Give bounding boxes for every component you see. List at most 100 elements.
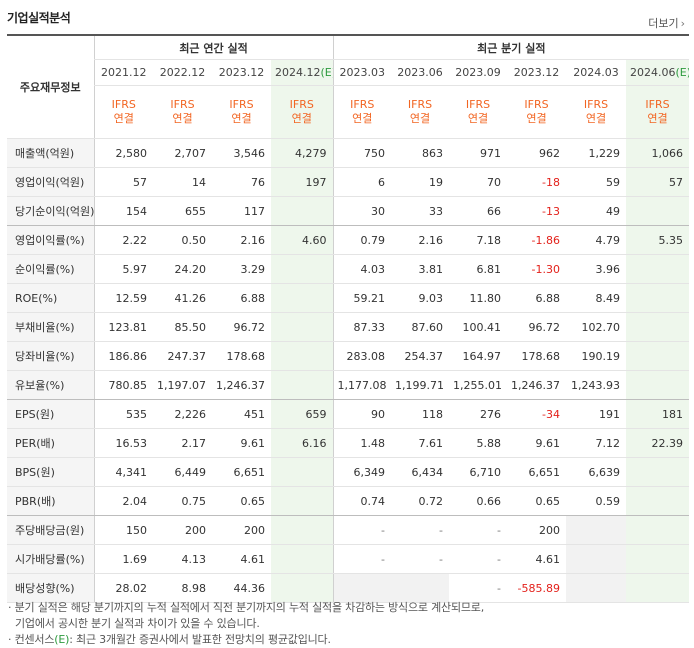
consolidated-label: 연결 xyxy=(409,112,431,125)
consolidated-label: 연결 xyxy=(467,112,489,125)
table-cell: 5.35 xyxy=(626,225,690,255)
table-row: EPS(원) 535 2,226 451 659 90 118 276 -34 191 181 xyxy=(7,399,690,429)
period-header: 2023.03 xyxy=(332,59,392,86)
row-label: 시가배당률(%) xyxy=(7,544,94,574)
table-cell: 6,349 xyxy=(332,457,392,487)
table-row: ROE(%) 12.59 41.26 6.88 59.21 9.03 11.80 6.88 8.… xyxy=(7,283,690,313)
table-cell: 11.80 xyxy=(449,283,508,313)
table-cell: 49 xyxy=(566,196,627,226)
table-cell xyxy=(271,544,334,574)
period-header: 2024.06(E) xyxy=(626,59,690,86)
row-label: 부채비율(%) xyxy=(7,312,94,342)
table-cell: - xyxy=(449,515,508,545)
table-cell: 1,243.93 xyxy=(566,370,627,400)
table-cell xyxy=(271,196,334,226)
row-label: 배당성향(%) xyxy=(7,573,94,603)
period-label: 2024.12 xyxy=(275,66,321,79)
more-label: 더보기 xyxy=(648,17,679,30)
consolidated-label: 연결 xyxy=(291,112,312,125)
row-label: 매출액(억원) xyxy=(7,138,94,168)
table-cell: 41.26 xyxy=(153,283,212,313)
table-cell: 6.81 xyxy=(449,254,508,284)
period-header: 2023.06 xyxy=(391,59,450,86)
period-header: 2022.12 xyxy=(153,59,212,86)
table-cell: 2,226 xyxy=(153,399,212,429)
table-row: 배당성향(%) 28.02 8.98 44.36 - -585.89 xyxy=(7,573,690,603)
table-cell xyxy=(566,573,627,603)
footnote-quarterly: · 분기 실적은 해당 분기까지의 누적 실적에서 직전 분기까지의 누적 실적… xyxy=(8,601,485,614)
table-cell: 1.48 xyxy=(332,428,392,458)
table-cell: 6,651 xyxy=(212,457,271,487)
period-label: 2023.03 xyxy=(339,66,386,79)
period-label: 2023.09 xyxy=(455,66,501,79)
table-cell xyxy=(626,254,690,284)
financial-summary-table: 주요재무정보 최근 연간 실적 최근 분기 실적 2021.12 2022.12 2… xyxy=(7,34,690,603)
table-cell: 1,197.07 xyxy=(153,370,212,400)
table-cell: 76 xyxy=(212,167,271,197)
table-cell: - xyxy=(391,515,450,545)
table-cell: -13 xyxy=(507,196,567,226)
ifrs-badge: IFRS 연결 xyxy=(153,85,212,139)
table-cell: 4.61 xyxy=(507,544,567,574)
period-header: 2024.03 xyxy=(566,59,627,86)
row-label: PER(배) xyxy=(7,428,94,458)
table-cell xyxy=(271,254,334,284)
table-cell xyxy=(626,370,690,400)
ifrs-label: IFRS xyxy=(407,98,433,111)
more-link[interactable]: 더보기 › xyxy=(648,15,685,31)
table-cell: 70 xyxy=(449,167,508,197)
table-cell: 6.88 xyxy=(507,283,567,313)
period-label: 2023.06 xyxy=(397,66,443,79)
table-cell xyxy=(626,341,690,371)
table-cell: 87.33 xyxy=(332,312,392,342)
table-cell: 66 xyxy=(449,196,508,226)
table-cell: 59.21 xyxy=(332,283,392,313)
table-cell xyxy=(566,544,627,574)
table-cell: 1,199.71 xyxy=(391,370,450,400)
ifrs-label: IFRS xyxy=(170,98,195,111)
table-cell: 254.37 xyxy=(391,341,450,371)
row-label: 주당배당금(원) xyxy=(7,515,94,545)
table-cell: - xyxy=(391,544,450,574)
footnote-estimate-mark: (E) xyxy=(54,633,70,646)
table-cell: - xyxy=(449,573,508,603)
table-cell: 659 xyxy=(271,399,334,429)
table-cell: 4.03 xyxy=(332,254,392,284)
table-cell: 4,279 xyxy=(271,138,334,168)
row-label: 순이익률(%) xyxy=(7,254,94,284)
table-cell xyxy=(626,457,690,487)
row-label: BPS(원) xyxy=(7,457,94,487)
table-cell: 2.16 xyxy=(212,225,271,255)
table-cell: 44.36 xyxy=(212,573,271,603)
period-header: 2023.12 xyxy=(507,59,567,86)
table-cell: 2.04 xyxy=(93,486,153,516)
table-cell xyxy=(626,196,690,226)
footnote-quarterly-cont: 기업에서 공시한 분기 실적과 차이가 있을 수 있습니다. xyxy=(15,617,260,630)
table-row: 부채비율(%) 123.81 85.50 96.72 87.33 87.60 100.41 9… xyxy=(7,312,690,342)
table-cell: 191 xyxy=(566,399,627,429)
ifrs-badge: IFRS 연결 xyxy=(566,85,627,139)
ifrs-badge: IFRS 연결 xyxy=(271,85,334,139)
table-cell: 4.61 xyxy=(212,544,271,574)
table-cell: 5.97 xyxy=(93,254,153,284)
ifrs-badge: IFRS 연결 xyxy=(332,85,392,139)
table-cell: 780.85 xyxy=(93,370,153,400)
ifrs-label: IFRS xyxy=(524,98,549,111)
table-cell xyxy=(271,457,334,487)
ifrs-badge: IFRS 연결 xyxy=(449,85,508,139)
table-cell: 0.65 xyxy=(507,486,567,516)
table-cell: 283.08 xyxy=(332,341,392,371)
table-cell: 6,651 xyxy=(507,457,567,487)
table-cell: 85.50 xyxy=(153,312,212,342)
table-cell: 3.96 xyxy=(566,254,627,284)
table-cell: 5.88 xyxy=(449,428,508,458)
table-cell: 6,639 xyxy=(566,457,627,487)
table-cell xyxy=(271,515,334,545)
table-cell xyxy=(566,515,627,545)
ifrs-label: IFRS xyxy=(350,98,375,111)
table-cell: 971 xyxy=(449,138,508,168)
table-row: 순이익률(%) 5.97 24.20 3.29 4.03 3.81 6.81 -1.30 3.9… xyxy=(7,254,690,284)
table-cell: 6,449 xyxy=(153,457,212,487)
table-cell: - xyxy=(332,544,392,574)
table-cell: 863 xyxy=(391,138,450,168)
